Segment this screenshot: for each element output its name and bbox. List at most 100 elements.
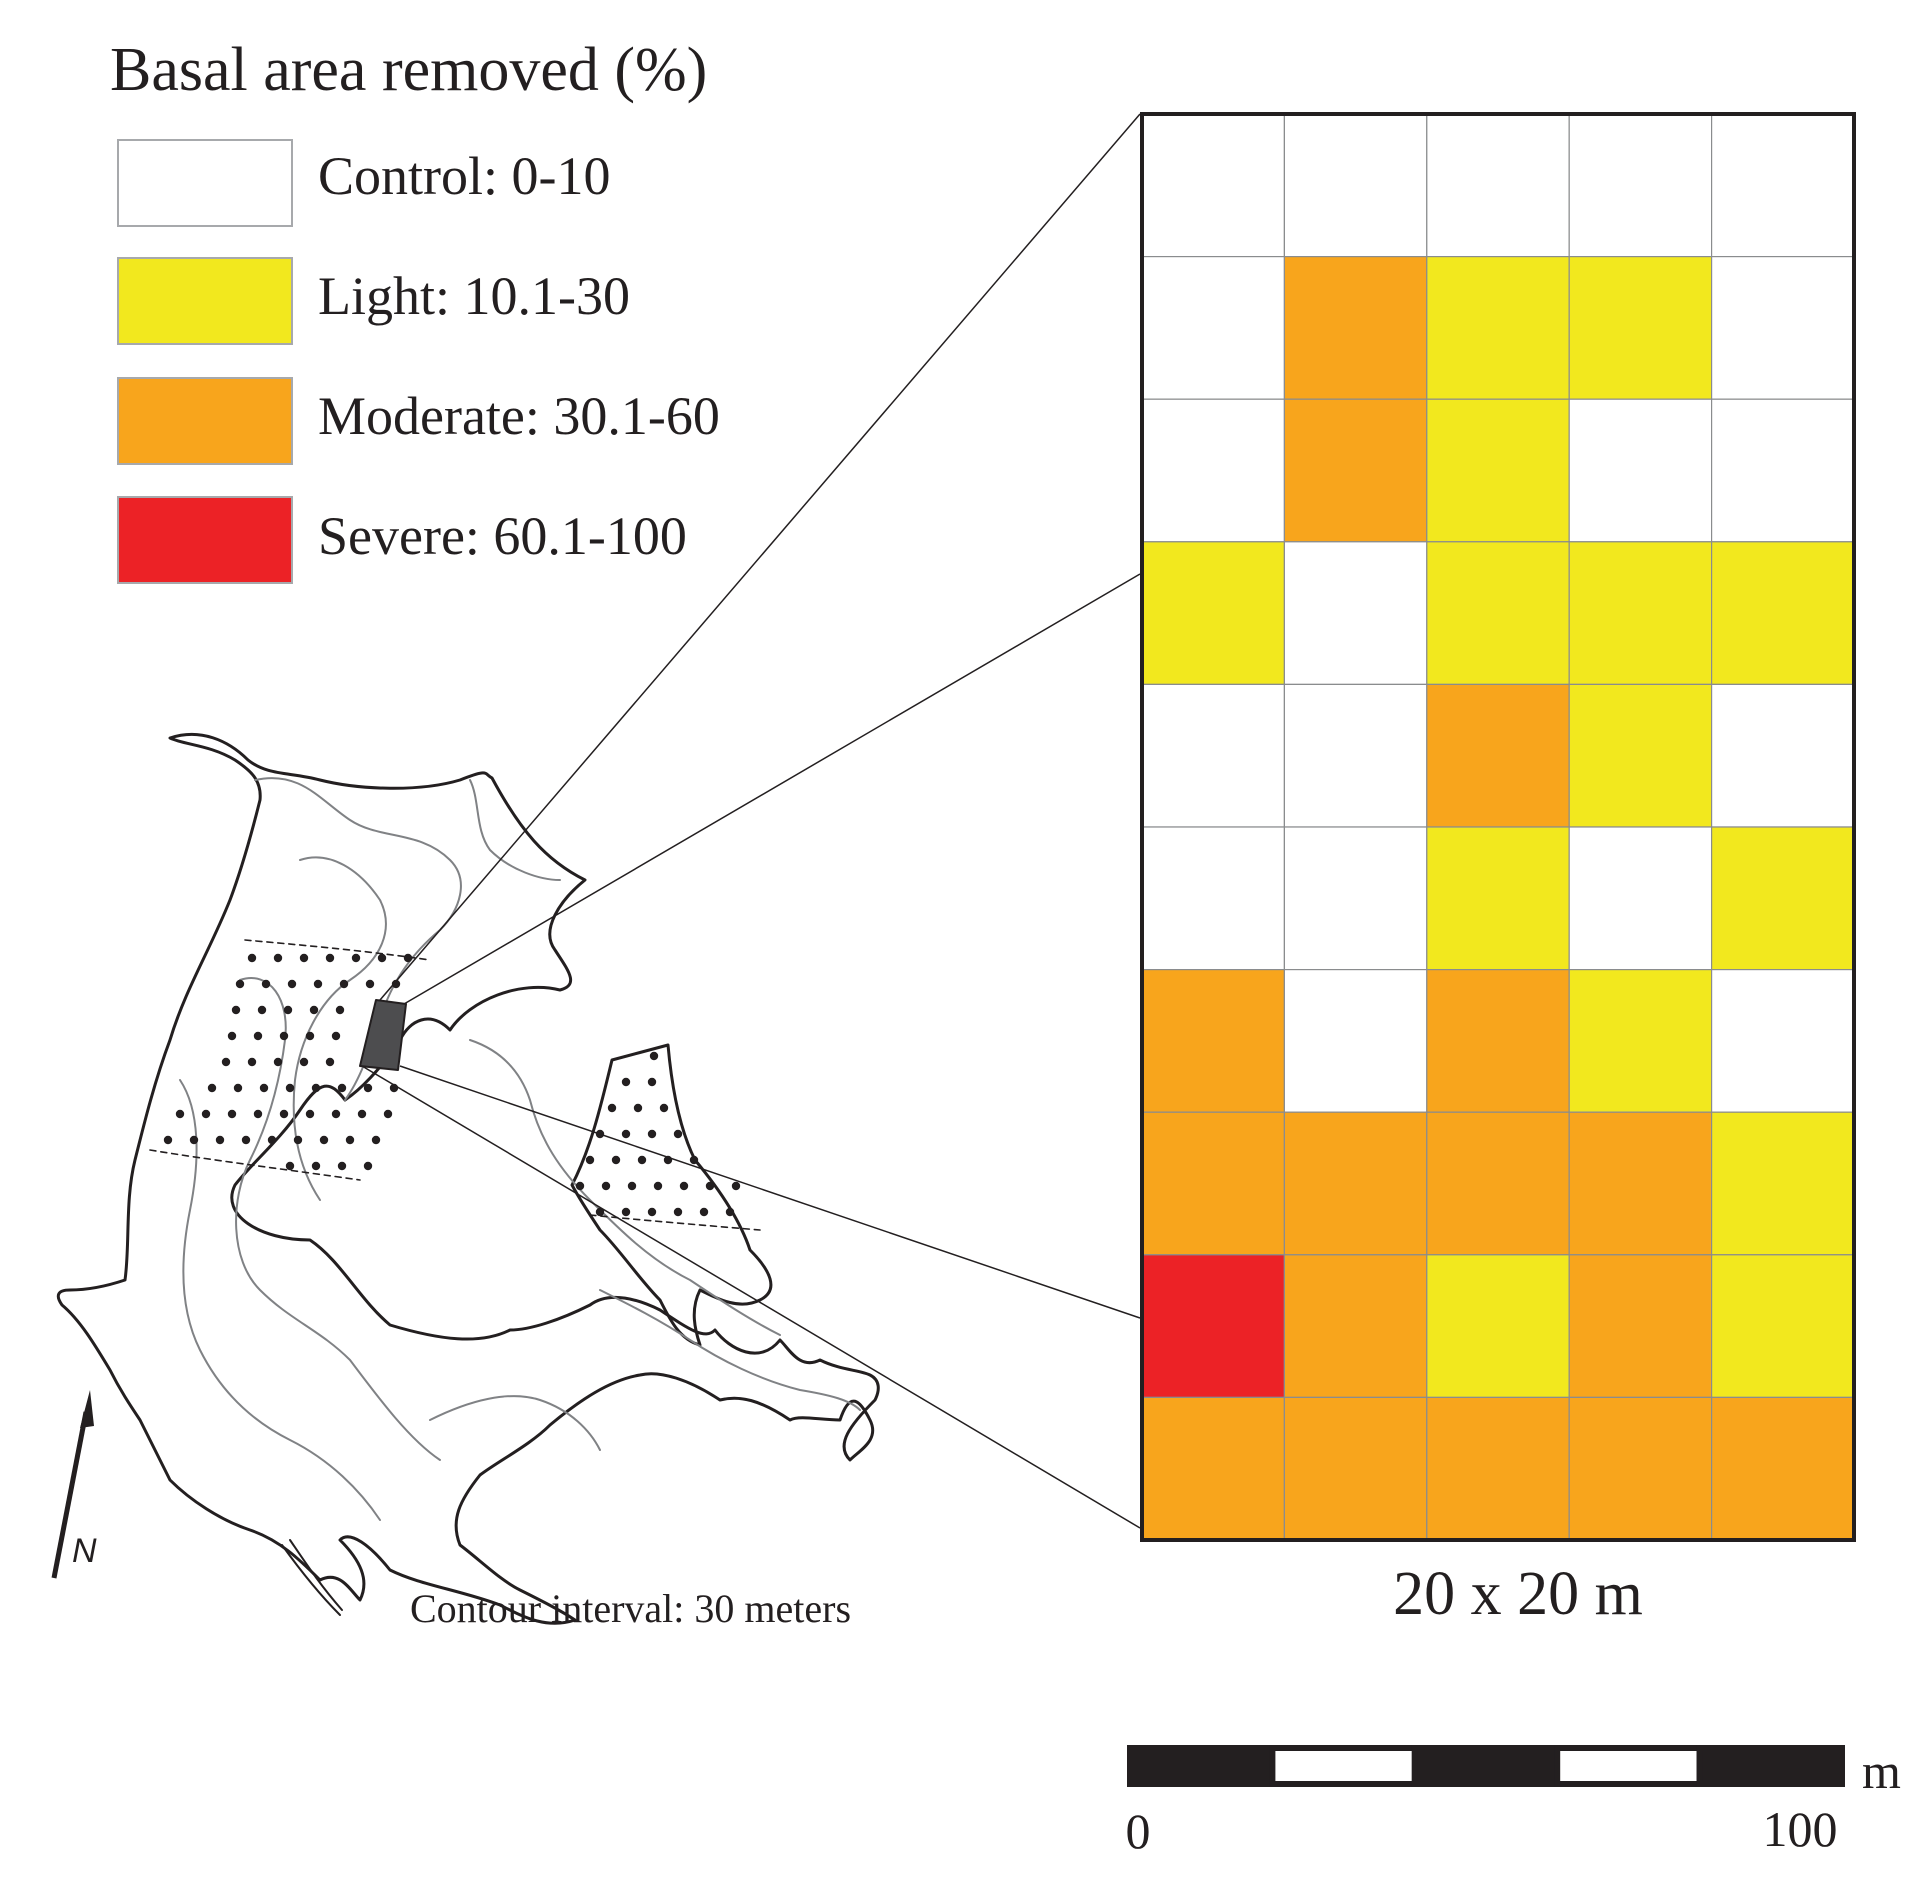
pattern-dot xyxy=(285,1161,295,1171)
pattern-dot xyxy=(337,1161,347,1171)
pattern-dot xyxy=(673,1129,683,1139)
grid-cell-light xyxy=(1568,256,1713,400)
north-label: N xyxy=(72,1532,97,1570)
treatment-zone-boundary xyxy=(244,939,431,961)
pattern-dot xyxy=(257,1005,267,1015)
grid-cell-control xyxy=(1283,113,1428,258)
pattern-dot xyxy=(647,1129,657,1139)
legend-label-control: Control: 0-10 xyxy=(318,146,611,206)
pattern-dot xyxy=(621,1129,631,1139)
pattern-dot xyxy=(383,1109,393,1119)
pattern-dot xyxy=(335,1005,345,1015)
plot-grid-border xyxy=(1140,112,1856,1542)
grid-cell-control xyxy=(1283,683,1428,828)
grid-cell-moderate xyxy=(1426,1396,1570,1541)
legend-swatch-severe xyxy=(117,496,293,584)
pattern-dot xyxy=(621,1077,631,1087)
contour-interval-label: Contour interval: 30 meters xyxy=(410,1586,851,1631)
grid-cell-moderate xyxy=(1283,256,1428,400)
grid-cell-light xyxy=(1568,683,1713,828)
pattern-dot xyxy=(247,1057,257,1067)
dot-pattern-east xyxy=(575,1051,741,1217)
contour-line xyxy=(429,1395,601,1451)
contour-line xyxy=(469,1039,781,1336)
connector-line xyxy=(379,113,1141,1001)
pattern-dot xyxy=(345,1135,355,1145)
legend-label-light: Light: 10.1-30 xyxy=(318,266,630,326)
grid-cell-light xyxy=(1710,1111,1855,1256)
pattern-dot xyxy=(207,1083,217,1093)
grid-cell-light xyxy=(1710,1254,1855,1399)
pattern-dot xyxy=(273,1057,283,1067)
pattern-dot xyxy=(325,953,335,963)
pattern-dot xyxy=(215,1135,225,1145)
pattern-dot xyxy=(267,1135,277,1145)
pattern-dot xyxy=(299,1057,309,1067)
site-outline-east-lobe xyxy=(570,1043,773,1347)
pattern-dot xyxy=(331,1109,341,1119)
grid-cell-control xyxy=(1710,683,1855,828)
pattern-dot xyxy=(283,1005,293,1015)
grid-cell-control xyxy=(1710,113,1855,258)
grid-cell-control xyxy=(1710,398,1855,543)
grid-cell-control xyxy=(1568,398,1713,543)
pattern-dot xyxy=(305,1031,315,1041)
pattern-dot xyxy=(611,1155,621,1165)
pattern-dot xyxy=(633,1103,643,1113)
pattern-dot xyxy=(653,1181,663,1191)
pattern-dot xyxy=(371,1135,381,1145)
pattern-dot xyxy=(363,1161,373,1171)
north-arrow: N xyxy=(51,1390,97,1579)
grid-cell-control xyxy=(1283,826,1428,971)
legend-swatch-moderate xyxy=(117,377,293,465)
pattern-dot xyxy=(725,1207,735,1217)
pattern-dot xyxy=(227,1031,237,1041)
pattern-dot xyxy=(221,1057,231,1067)
grid-cell-control xyxy=(1141,826,1285,971)
contour-line xyxy=(254,777,462,1101)
grid-cell-light xyxy=(1710,541,1855,685)
pattern-dot xyxy=(189,1135,199,1145)
pattern-dot xyxy=(231,1005,241,1015)
dot-pattern-main xyxy=(163,953,413,1171)
connector-line xyxy=(403,573,1141,1005)
pattern-dot xyxy=(287,979,297,989)
pattern-dot xyxy=(279,1109,289,1119)
pattern-dot xyxy=(325,1057,335,1067)
grid-cell-control xyxy=(1141,398,1285,543)
scale-max-label: 100 xyxy=(1763,1801,1838,1857)
grid-cell-severe xyxy=(1141,1254,1285,1399)
grid-cell-control xyxy=(1141,113,1285,258)
grid-cell-moderate xyxy=(1426,1111,1570,1256)
pattern-dot xyxy=(403,953,413,963)
grid-cell-moderate xyxy=(1283,1111,1428,1256)
grid-cell-light xyxy=(1568,541,1713,685)
pattern-dot xyxy=(201,1109,211,1119)
pattern-dot xyxy=(279,1031,289,1041)
pattern-dot xyxy=(649,1051,659,1061)
pattern-dot xyxy=(299,953,309,963)
plot-grid xyxy=(1141,113,1855,1541)
grid-cell-moderate xyxy=(1283,1254,1428,1399)
grid-cell-moderate xyxy=(1426,683,1570,828)
pattern-dot xyxy=(595,1207,605,1217)
legend-item-severe: Severe: 60.1-100 xyxy=(117,496,687,584)
pattern-dot xyxy=(233,1083,243,1093)
drainage-line xyxy=(289,1539,343,1611)
pattern-dot xyxy=(253,1031,263,1041)
pattern-dot xyxy=(377,953,387,963)
pattern-dot xyxy=(331,1031,341,1041)
grid-cell-light xyxy=(1568,968,1713,1113)
contour-line xyxy=(179,1079,381,1521)
pattern-dot xyxy=(699,1207,709,1217)
scale-bar-segment xyxy=(1269,1745,1418,1787)
grid-cell-moderate xyxy=(1141,968,1285,1113)
grid-cell-moderate xyxy=(1568,1254,1713,1399)
legend-label-severe: Severe: 60.1-100 xyxy=(318,506,687,566)
legend-swatch-light xyxy=(117,257,293,345)
pattern-dot xyxy=(339,979,349,989)
pattern-dot xyxy=(273,953,283,963)
pattern-dot xyxy=(637,1155,647,1165)
pattern-dot xyxy=(311,1083,321,1093)
